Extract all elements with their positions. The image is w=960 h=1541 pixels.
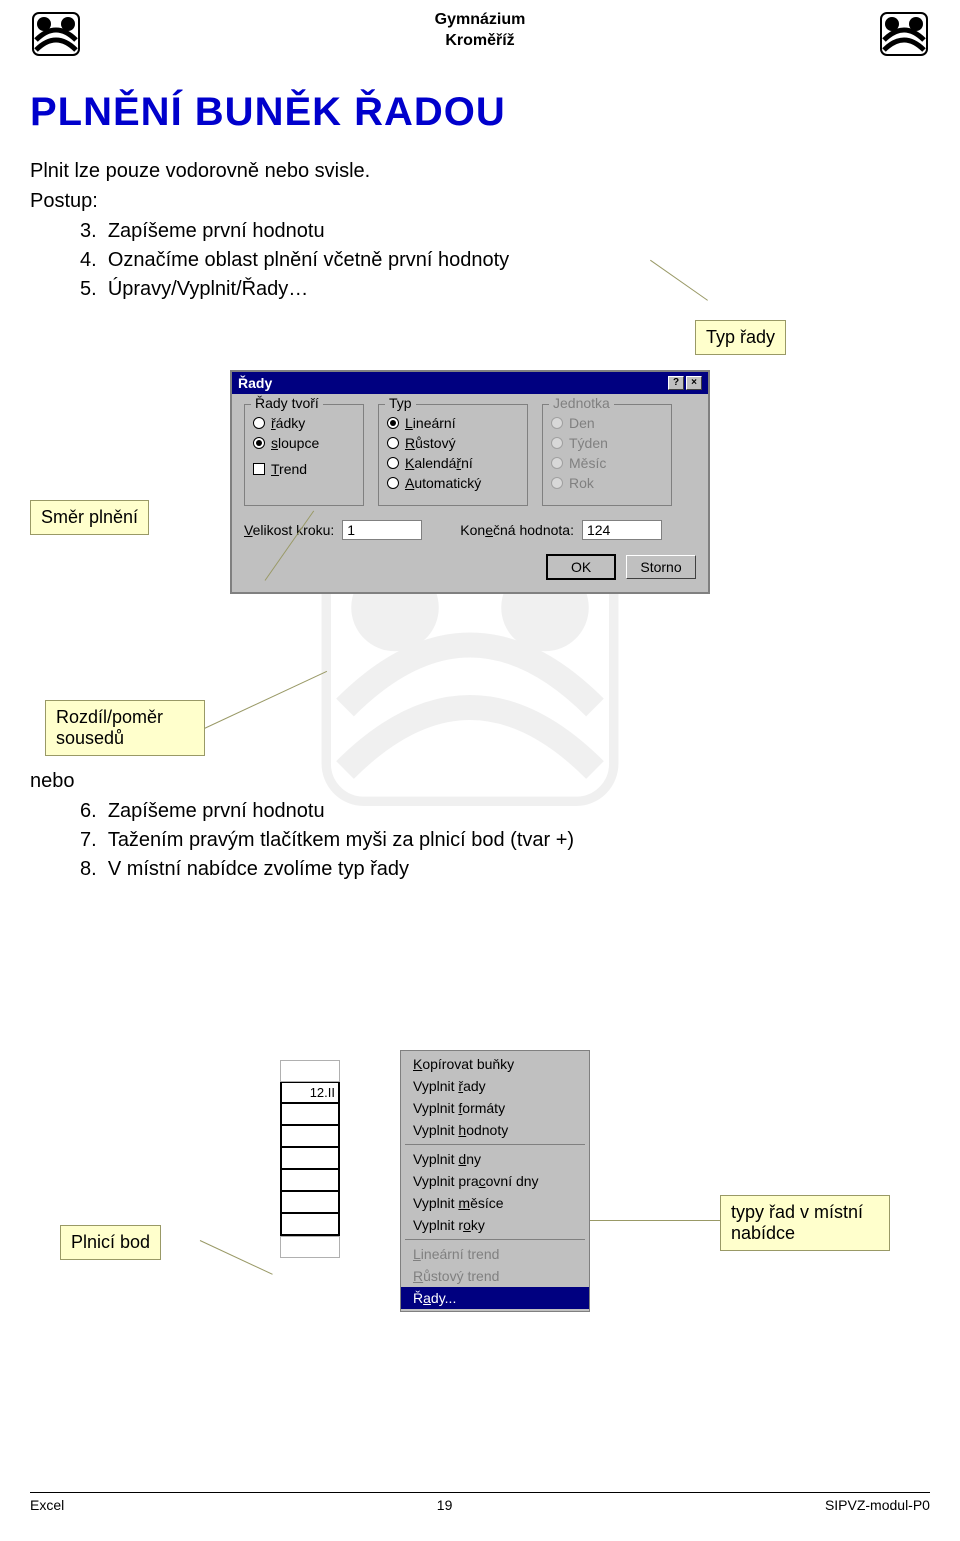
cancel-button[interactable]: Storno — [626, 555, 696, 579]
step-a-2-num: 5. — [80, 278, 97, 300]
mi-vyplnit-rady[interactable]: Vyplnit řady — [401, 1075, 589, 1097]
step-a-0-num: 3. — [80, 220, 97, 242]
mi-vyplnit-formaty[interactable]: Vyplnit formáty — [401, 1097, 589, 1119]
opt-mesic: Měsíc — [569, 455, 606, 471]
mi-vyplnit-pracovni[interactable]: Vyplnit pracovní dny — [401, 1170, 589, 1192]
step-b-2-text: V místní nabídce zvolíme typ řady — [108, 858, 409, 880]
dialog-title: Řady — [238, 375, 272, 391]
legend-typ: Typ — [385, 395, 416, 411]
radio-linearni[interactable]: Lineární — [387, 415, 519, 431]
dialog-titlebar[interactable]: Řady ? × — [232, 372, 708, 394]
opt-rok: Rok — [569, 475, 594, 491]
callout-smer-plneni: Směr plnění — [30, 500, 149, 535]
filled-cell: 12.II — [280, 1082, 340, 1104]
step-b-1-text: Tažením pravým tlačítkem myši za plnicí … — [108, 829, 574, 851]
step-b-1-num: 7. — [80, 829, 97, 851]
legend-rady: Řady tvoří — [251, 395, 323, 411]
mi-rady[interactable]: Řady... — [401, 1287, 589, 1309]
opt-den: Den — [569, 415, 595, 431]
radio-sloupce[interactable]: sloupce — [253, 435, 355, 451]
step-a-2-text: Úpravy/Vyplnit/Řady… — [108, 278, 308, 300]
leader-line — [200, 1240, 273, 1275]
mi-vyplnit-roky[interactable]: Vyplnit roky — [401, 1214, 589, 1236]
footer-center: 19 — [437, 1497, 453, 1513]
group-rady-tvori: Řady tvoří řádky sloupce Trend — [244, 404, 364, 506]
logo-right — [878, 10, 930, 63]
nebo-label: nebo — [30, 770, 75, 793]
step-size-input[interactable] — [342, 520, 422, 540]
steps-b: 6. Zapíšeme první hodnotu 7. Tažením pra… — [80, 800, 880, 887]
mi-rustovy-trend: Růstový trend — [401, 1265, 589, 1287]
radio-rustovy[interactable]: Růstový — [387, 435, 519, 451]
end-value-input[interactable] — [582, 520, 662, 540]
steps-a: 3. Zapíšeme první hodnotu 4. Označíme ob… — [80, 220, 880, 307]
context-menu: Kopírovat buňky Vyplnit řady Vyplnit for… — [400, 1050, 590, 1312]
callout-plnici-bod: Plnicí bod — [60, 1225, 161, 1260]
footer-right: SIPVZ-modul-P0 — [825, 1497, 930, 1513]
callout-rozdil-pomer: Rozdíl/poměr sousedů — [45, 700, 205, 756]
step-a-1-num: 4. — [80, 249, 97, 271]
legend-jednotka: Jednotka — [549, 395, 614, 411]
step-a-0-text: Zapíšeme první hodnotu — [108, 220, 325, 242]
end-value-label: Konečná hodnota: — [460, 522, 574, 538]
callout-typy-rad: typy řad v místní nabídce — [720, 1195, 890, 1251]
intro-text: Plnit lze pouze vodorovně nebo svisle. — [30, 160, 370, 183]
group-typ: Typ Lineární Růstový Kalendářní — [378, 404, 528, 506]
step-size-label: Velikost kroku: — [244, 522, 334, 538]
header-line2: Kroměříž — [435, 31, 526, 52]
mi-vyplnit-dny[interactable]: Vyplnit dny — [401, 1148, 589, 1170]
radio-kalendarni[interactable]: Kalendářní — [387, 455, 519, 471]
group-jednotka: Jednotka Den Týden Měsíc Rok — [542, 404, 672, 506]
step-b-0-num: 6. — [80, 800, 97, 822]
postup-label: Postup: — [30, 190, 98, 213]
ok-button[interactable]: OK — [546, 554, 616, 580]
leader-line — [590, 1220, 720, 1221]
close-button[interactable]: × — [686, 376, 702, 390]
mi-vyplnit-hodnoty[interactable]: Vyplnit hodnoty — [401, 1119, 589, 1141]
step-a-1-text: Označíme oblast plnění včetně první hodn… — [108, 249, 509, 271]
header-line1: Gymnázium — [435, 10, 526, 31]
footer-left: Excel — [30, 1497, 64, 1513]
radio-radky[interactable]: řádky — [253, 415, 355, 431]
excel-grid: 12.II — [280, 1060, 340, 1258]
checkbox-trend[interactable]: Trend — [253, 461, 355, 477]
page-title: PLNĚNÍ BUNĚK ŘADOU — [30, 90, 506, 135]
radio-automaticky[interactable]: Automatický — [387, 475, 519, 491]
mi-kopirovat[interactable]: Kopírovat buňky — [401, 1053, 589, 1075]
opt-tyden: Týden — [569, 435, 608, 451]
rady-dialog: Řady ? × Řady tvoří řádky sloupce — [230, 370, 710, 594]
header-text: Gymnázium Kroměříž — [435, 10, 526, 52]
logo-left — [30, 10, 82, 63]
mi-linearni-trend: Lineární trend — [401, 1243, 589, 1265]
callout-typ-rady: Typ řady — [695, 320, 786, 355]
footer: Excel 19 SIPVZ-modul-P0 — [30, 1492, 930, 1513]
step-b-0-text: Zapíšeme první hodnotu — [108, 800, 325, 822]
mi-vyplnit-mesice[interactable]: Vyplnit měsíce — [401, 1192, 589, 1214]
help-button[interactable]: ? — [668, 376, 684, 390]
step-b-2-num: 8. — [80, 858, 97, 880]
leader-line — [200, 671, 327, 731]
